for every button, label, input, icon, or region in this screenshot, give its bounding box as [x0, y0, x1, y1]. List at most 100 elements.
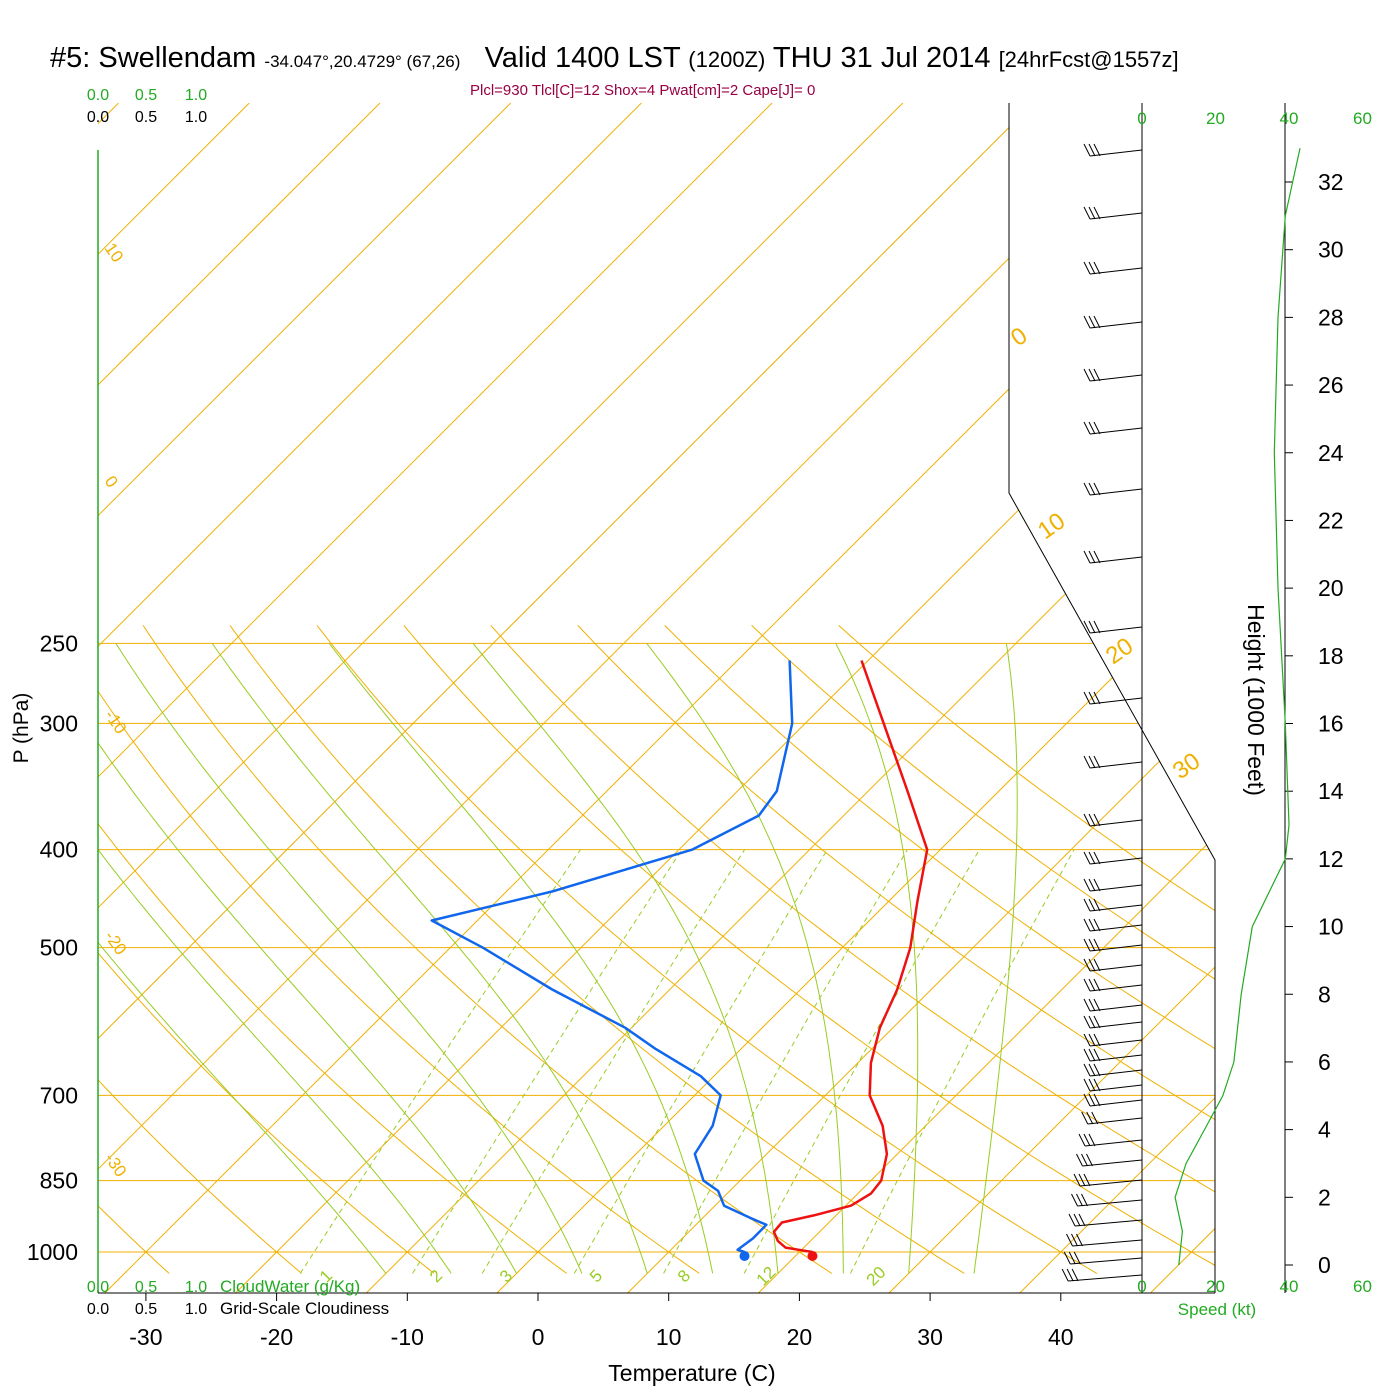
wind-barb-flag: [1083, 1063, 1091, 1077]
dry-adiabat: [403, 625, 1215, 1266]
wind-barb-flag: [1078, 1173, 1086, 1187]
wind-barb-flag: [1088, 368, 1096, 382]
wind-barb-flag: [1088, 878, 1096, 892]
wind-barb-flag: [1093, 958, 1101, 972]
height-axis-title: Height (1000 Feet): [1243, 604, 1269, 796]
isotherm-label: -10: [101, 706, 131, 737]
moist-adiabat: [835, 643, 919, 1274]
mixing-ratio-line: [849, 849, 1075, 1274]
wind-barb-flag: [1088, 958, 1096, 972]
isotherm-label: -20: [101, 927, 131, 958]
wind-barb-flag: [1083, 1093, 1091, 1107]
wind-barb-flag: [1093, 421, 1101, 435]
height-tick-label: 20: [1318, 575, 1344, 601]
wind-barb-flag: [1093, 918, 1101, 932]
wind-barb: [1083, 421, 1143, 435]
wind-barb-flag: [1093, 851, 1101, 865]
valid-date: THU 31 Jul 2014: [772, 42, 991, 74]
isotherm-line: [98, 103, 904, 909]
mixing-ratio-label: 12: [753, 1263, 780, 1290]
wind-barb-flag: [1083, 755, 1091, 769]
moist-adiabat: [646, 642, 844, 1274]
dry-adiabat: [490, 625, 1215, 1193]
height-tick-label: 2: [1318, 1184, 1331, 1210]
plot-area: [98, 103, 1400, 1293]
height-tick-label: 24: [1318, 440, 1344, 466]
wind-barb-flag: [1093, 898, 1101, 912]
wind-barb-flag: [1073, 1251, 1081, 1265]
pressure-tick-label: 1000: [27, 1239, 78, 1265]
wind-barb-staff: [1070, 1257, 1143, 1265]
isotherm-line: [98, 103, 250, 256]
wind-barb: [1083, 1093, 1143, 1107]
cloudwater-bottom-tick: 0.0: [87, 1279, 109, 1296]
dry-adiabat: [838, 625, 1215, 912]
wind-barb-flag: [1093, 691, 1101, 705]
wind-barb-flag: [1083, 1133, 1091, 1147]
temperature-tick-label: 10: [656, 1324, 682, 1350]
dry-adiabat: [98, 822, 567, 1274]
wind-barb-flag: [1088, 691, 1096, 705]
pressure-tick-label: 300: [40, 710, 78, 736]
wind-barb-flag: [1088, 1133, 1096, 1147]
temperature-tick-label: 0: [532, 1324, 545, 1350]
moist-adiabat: [98, 742, 518, 1274]
wind-barb-staff: [1072, 1239, 1143, 1247]
temperature-trace: [772, 660, 929, 1254]
wind-barb: [1083, 851, 1143, 865]
wind-barb: [1083, 878, 1143, 892]
isotherm-line: [98, 103, 512, 517]
wind-barb-flag: [1093, 1015, 1101, 1029]
mixing-ratio-line: [743, 849, 980, 1274]
isotherm-line: [1281, 103, 1400, 1293]
wind-barb-flag: [1086, 1111, 1094, 1125]
wind-barb: [1083, 958, 1143, 972]
speed-bottom-tick: 60: [1353, 1277, 1372, 1296]
wind-barb-staff: [1089, 819, 1143, 827]
pressure-tick-label: 250: [40, 630, 78, 656]
wind-barb-flag: [1088, 1063, 1096, 1077]
isotherm-label: 0: [101, 472, 122, 491]
wind-barb-flag: [1083, 550, 1091, 564]
wind-barb-flag: [1088, 851, 1096, 865]
cloudwater-top-tick: 1.0: [185, 87, 207, 104]
dry-adiabat: [577, 625, 1215, 1121]
isotherm-line: [98, 103, 1034, 1040]
wind-barb-flag: [1083, 261, 1091, 275]
wind-barb: [1083, 998, 1143, 1012]
dewpoint-trace: [430, 660, 794, 1254]
wind-barb: [1061, 1268, 1143, 1282]
moist-adiabat: [472, 642, 779, 1274]
speed-bottom-tick: 0: [1137, 1277, 1146, 1296]
wind-barb-flag: [1071, 1233, 1078, 1247]
wind-barb-staff: [1089, 321, 1143, 329]
wind-barb-flag: [1066, 1268, 1074, 1282]
speed-top-tick: 0: [1137, 109, 1146, 128]
mixing-ratio-label: 8: [674, 1266, 694, 1286]
wind-barb-staff: [1089, 697, 1143, 705]
wind-barb: [1083, 261, 1143, 275]
wind-barb-staff: [1089, 626, 1143, 634]
wind-barb-flag: [1093, 315, 1101, 329]
moist-adiabat: [98, 848, 452, 1274]
wind-barb-flag: [1083, 482, 1091, 496]
wind-barb-staff: [1089, 427, 1143, 435]
wind-barb-flag: [1068, 1251, 1076, 1265]
wind-barb-staff: [1089, 374, 1143, 382]
wind-barb: [1076, 1153, 1143, 1167]
wind-barb-flag: [1093, 1063, 1101, 1077]
wind-barb-flag: [1081, 1111, 1089, 1125]
wind-barb-flag: [1088, 998, 1096, 1012]
cloudiness-bottom-tick: 1.0: [185, 1301, 207, 1318]
pressure-tick-label: 400: [40, 837, 78, 863]
station-coords: -34.047°,20.4729° (67,26): [264, 52, 461, 71]
dry-adiabat: [98, 690, 700, 1274]
wind-barb-flag: [1073, 1213, 1081, 1227]
wind-barb-flag: [1071, 1268, 1079, 1282]
wind-barb: [1083, 1063, 1143, 1077]
wind-barb-flag: [1083, 813, 1091, 827]
wind-barb: [1083, 143, 1143, 157]
wind-barb: [1063, 1251, 1143, 1265]
wind-barb-flag: [1088, 261, 1096, 275]
height-tick-label: 4: [1318, 1117, 1331, 1143]
